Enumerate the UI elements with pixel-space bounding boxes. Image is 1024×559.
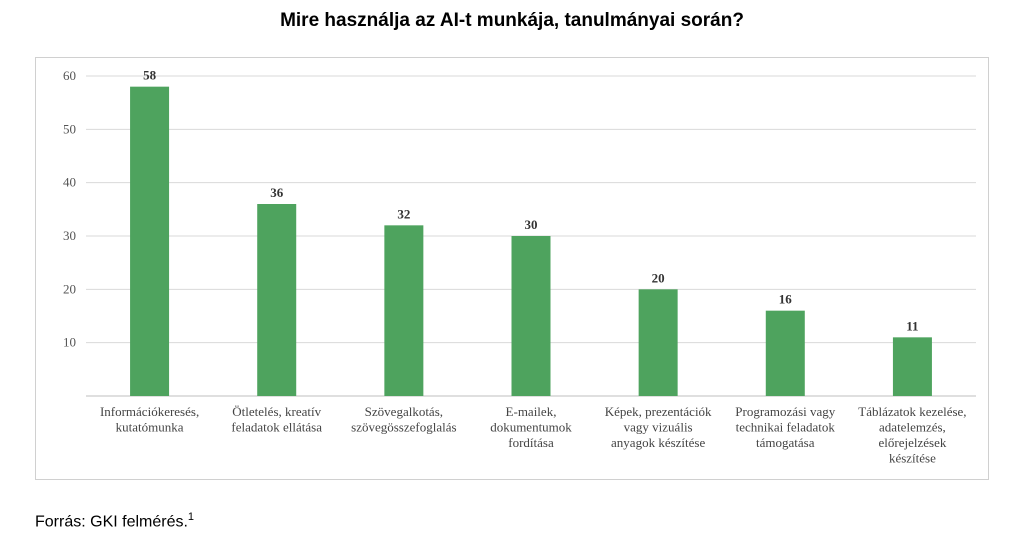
data-label: 30 (525, 217, 538, 232)
y-tick-label: 20 (63, 281, 76, 296)
bar (257, 204, 297, 396)
x-tick-label: E-mailek, dokumentumok fordítása (490, 404, 572, 450)
y-tick-label: 10 (63, 335, 76, 350)
data-label: 36 (270, 185, 284, 200)
y-tick-label: 50 (63, 121, 76, 136)
data-label: 20 (652, 270, 665, 285)
bar-chart: 10 20 30 40 50 60 58 Információkeresés, kutatómu… (63, 68, 976, 466)
bar (511, 236, 551, 396)
chart-title: Mire használja az AI-t munkája, tanulmán… (280, 10, 744, 31)
bar (638, 289, 678, 396)
y-tick-label: 60 (63, 68, 76, 83)
chart-frame: 10 20 30 40 50 60 58 Információkeresés, kutatómu… (35, 57, 989, 480)
data-label: 58 (143, 68, 157, 83)
y-tick-label: 40 (63, 175, 76, 190)
x-tick-label: Szövegalkotás, szövegösszefoglalás (351, 404, 456, 435)
x-tick-label: Táblázatok kezelése, adatelemzés, előrejel… (858, 404, 966, 466)
bar (130, 86, 170, 397)
x-tick-label: Ötletelés, kreatív feladatok ellátása (231, 404, 322, 435)
data-label: 16 (779, 292, 793, 307)
bar (892, 337, 932, 396)
x-tick-label: Programozási vagy technikai feladatok támo… (735, 404, 836, 450)
footnote-marker: 1 (187, 511, 195, 523)
bar (384, 225, 424, 396)
data-label: 11 (906, 318, 918, 333)
x-tick-label: Információkeresés, kutatómunka (100, 404, 199, 435)
x-tick-label: Képek, prezentációk vagy vizuális anyagok … (605, 404, 712, 450)
source-note: Forrás: GKI felmérés.1 (35, 511, 194, 531)
y-tick-label: 30 (63, 228, 76, 243)
bar (765, 310, 805, 396)
data-label: 32 (397, 206, 410, 221)
source-text: Forrás: GKI felmérés. (35, 513, 188, 531)
